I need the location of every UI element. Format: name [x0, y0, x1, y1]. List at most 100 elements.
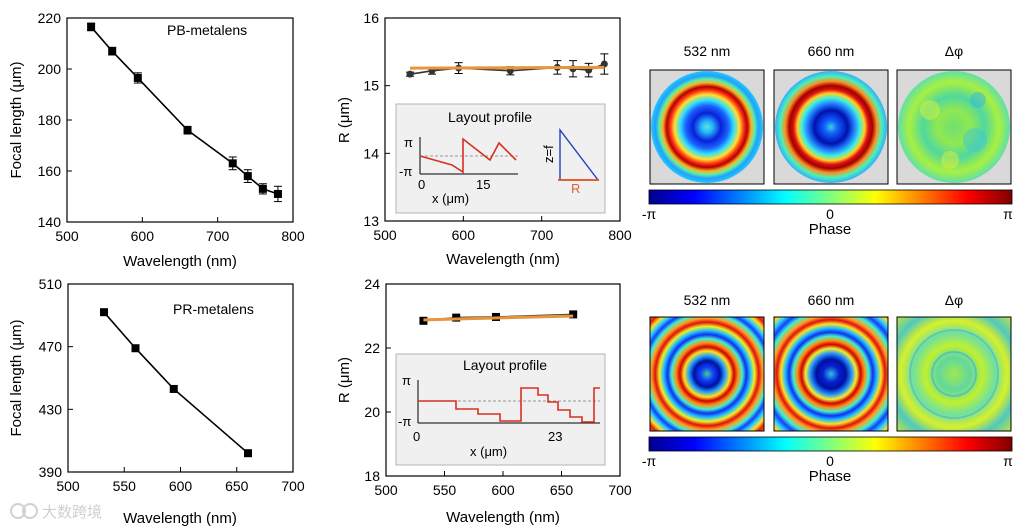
data-point: [169, 384, 178, 393]
x-tick-label: 500: [55, 228, 79, 244]
data-point: [569, 310, 578, 319]
map-label-dphi: Δφ: [945, 292, 963, 308]
data-point: [131, 344, 140, 353]
phase-map-660-top: [773, 69, 889, 185]
y-tick-label: 510: [39, 276, 63, 292]
map-label-532: 532 nm: [684, 43, 731, 59]
plot-layer: 500 600 700 800 13 14 15 16: [363, 10, 631, 243]
y-axis-label: Focal length (μm): [8, 61, 25, 178]
x-tick-label: 500: [56, 478, 80, 494]
y-axis-label: R (μm): [336, 357, 353, 403]
phase-map-dphi-top: [896, 69, 1012, 185]
x-tick-label: 650: [550, 482, 574, 498]
y-tick-label: 22: [364, 340, 380, 356]
inset-phase-profile: [419, 137, 517, 174]
inset-phase-profile: [418, 387, 600, 423]
x-tick-label: 600: [169, 478, 193, 494]
y-tick-label: 24: [364, 276, 380, 292]
inset-pi-label: π: [402, 373, 411, 388]
y-tick-label: 430: [39, 401, 63, 417]
fit-line: [410, 65, 605, 70]
map-label-dphi: Δφ: [945, 43, 963, 59]
y-tick-label: 220: [38, 10, 62, 26]
y-axis-label: Focal length (μm): [8, 319, 25, 436]
y-tick-label: 18: [364, 468, 380, 484]
plot-frame: [384, 17, 621, 222]
colorbar-top: -π 0 π Phase: [642, 189, 1013, 238]
inset-x-tick: 15: [476, 177, 490, 192]
y-axis-label: R (μm): [336, 97, 353, 143]
colorbar-tick: π: [1003, 206, 1013, 222]
inset-title: Layout profile: [463, 357, 547, 373]
y-tick-label: 390: [39, 464, 63, 480]
colorbar-tick: π: [1003, 453, 1013, 469]
plot-layer: 500 550 600 650 700 18 20 22 24: [364, 276, 631, 498]
data-point: [243, 172, 252, 181]
y-tick-label: 14: [363, 145, 379, 161]
inset-x-tick: 0: [413, 429, 420, 444]
inset-z-label: z=f: [541, 145, 556, 163]
x-tick-label: 700: [530, 227, 554, 243]
x-tick-label: 500: [374, 482, 398, 498]
x-tick-label: 550: [433, 482, 457, 498]
map-label-660: 660 nm: [808, 43, 855, 59]
inset-neg-pi-label: -π: [399, 164, 412, 179]
data-point: [87, 22, 96, 31]
y-tick-label: 470: [39, 339, 63, 355]
plot-layer: 500 600 700 800 140 160 180 200 220: [38, 10, 305, 244]
inset-x-tick: 23: [548, 429, 562, 444]
x-axis-label: Wavelength (nm): [446, 509, 560, 526]
map-label-660: 660 nm: [808, 292, 855, 308]
colorbar-tick: 0: [826, 206, 834, 222]
inset-layout-profile-2: Layout profile π -π 0 23 x (μm): [395, 353, 606, 466]
x-tick-label: 550: [113, 478, 137, 494]
y-tick-label: 160: [38, 163, 62, 179]
x-tick-label: 800: [281, 228, 305, 244]
colorbar-tick: 0: [826, 453, 834, 469]
inset-x-label: x (μm): [432, 191, 469, 206]
data-point: [406, 70, 414, 78]
inset-x-label: x (μm): [470, 444, 507, 459]
phase-maps-bottom: 532 nm 660 nm Δφ -π 0 π Phase: [642, 292, 1013, 485]
x-tick-label: 600: [131, 228, 155, 244]
y-tick-label: 140: [38, 214, 62, 230]
x-axis-label: Wavelength (nm): [123, 253, 237, 270]
y-tick-label: 16: [363, 10, 379, 26]
y-tick-label: 180: [38, 112, 62, 128]
inset-x-tick: 0: [418, 177, 425, 192]
colorbar-bottom: -π 0 π Phase: [642, 436, 1013, 485]
x-tick-label: 600: [491, 482, 515, 498]
inset-layout-profile: Layout profile π -π 0 15 x (μm) z=f R: [395, 103, 606, 214]
inset-r-label: R: [571, 181, 580, 196]
chart-radius-top: 500 600 700 800 13 14 15 16 Wavelength (nm) R (…: [336, 10, 632, 268]
inset-pi-label: π: [404, 135, 413, 150]
data-point: [183, 126, 192, 135]
inset-neg-pi-label: -π: [398, 414, 411, 429]
colorbar-label: Phase: [809, 221, 852, 238]
x-axis-label: Wavelength (nm): [123, 510, 237, 527]
map-label-532: 532 nm: [684, 292, 731, 308]
series-line: [90, 26, 279, 195]
data-point: [100, 308, 108, 317]
series-line: [103, 311, 249, 454]
x-tick-label: 700: [281, 478, 305, 494]
data-point: [258, 184, 267, 193]
x-tick-label: 700: [608, 482, 632, 498]
colorbar-tick: -π: [642, 453, 657, 469]
data-point: [600, 60, 608, 68]
x-tick-label: 500: [373, 227, 397, 243]
panel-annotation: PR-metalens: [173, 301, 254, 317]
panel-annotation: PB-metalens: [167, 22, 247, 38]
phase-maps-top: 532 nm 660 nm Δφ -π 0 π Phase: [642, 43, 1013, 238]
data-point: [273, 189, 282, 198]
data-point: [108, 47, 117, 56]
y-tick-label: 13: [363, 213, 379, 229]
y-tick-label: 200: [38, 61, 62, 77]
data-point: [419, 316, 428, 325]
y-tick-label: 20: [364, 404, 380, 420]
watermark-text: 大数跨境: [42, 503, 102, 521]
